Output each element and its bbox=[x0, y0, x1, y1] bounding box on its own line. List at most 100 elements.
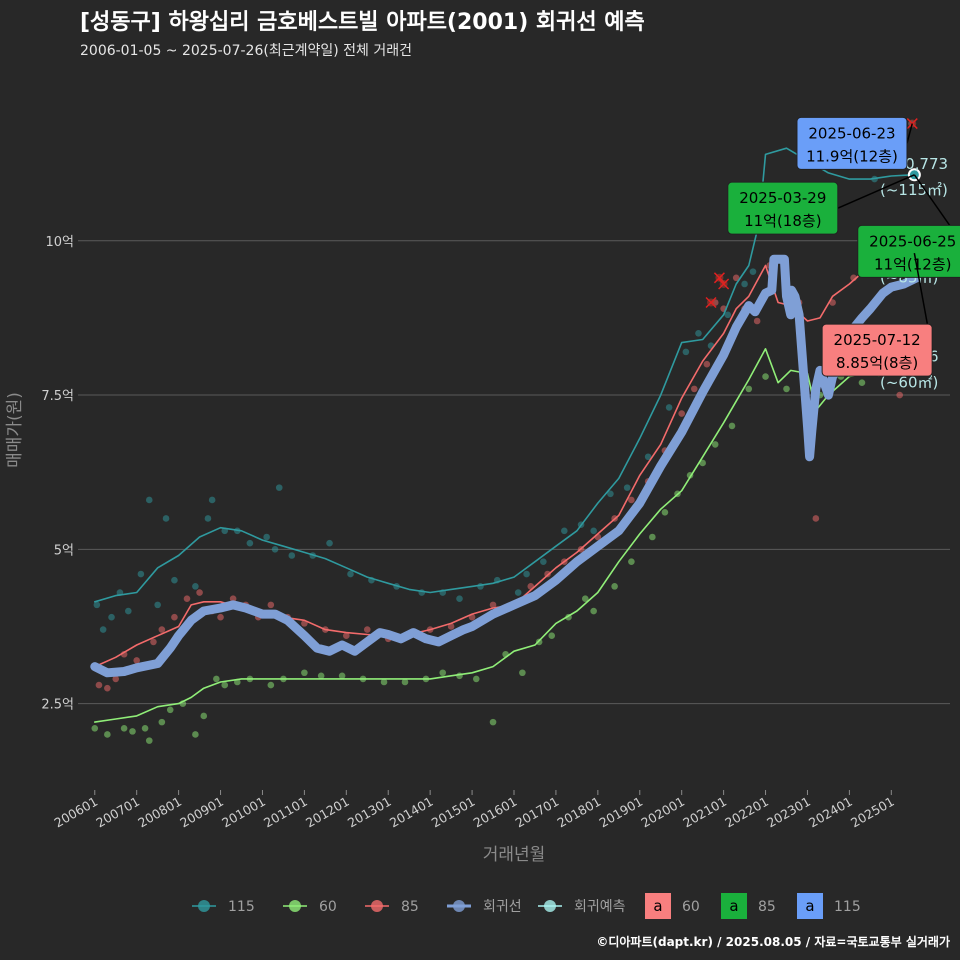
scatter-point-s85 bbox=[217, 613, 224, 621]
scatter-point-s115 bbox=[523, 570, 530, 578]
scatter-point-s85 bbox=[112, 675, 120, 683]
scatter-point-s115 bbox=[749, 268, 757, 275]
scatter-point-s115 bbox=[125, 607, 132, 615]
callout-price: 8.85억(8층) bbox=[836, 354, 918, 372]
scatter-point-s115 bbox=[607, 490, 614, 498]
callout-price: 11억(12층) bbox=[874, 255, 951, 273]
scatter-point-s85 bbox=[447, 623, 455, 630]
legend-box-label: 60 bbox=[682, 899, 700, 915]
x-tick-label: 201101 bbox=[261, 794, 310, 831]
scatter-point-s60 bbox=[192, 731, 199, 738]
credit-line: ©디아파트(dapt.kr) / 2025.08.05 / 자료=국토교통부 실… bbox=[596, 935, 950, 949]
callout-box bbox=[796, 116, 908, 170]
scatter-point-s60 bbox=[380, 678, 388, 686]
scatter-point-s60 bbox=[317, 672, 325, 680]
scatter-point-s115 bbox=[275, 484, 283, 491]
scatter-point-s115 bbox=[263, 533, 270, 541]
scatter-point-s115 bbox=[192, 583, 199, 590]
scatter-point-s115 bbox=[741, 280, 748, 288]
scatter-point-s115 bbox=[695, 330, 702, 337]
x-tick-label: 201401 bbox=[387, 794, 436, 831]
scatter-point-s85 bbox=[812, 515, 820, 522]
legend-swatch-s115 bbox=[198, 900, 210, 912]
scatter-point-s60 bbox=[221, 681, 229, 689]
legend-swatch-reg bbox=[453, 900, 465, 912]
scatter-point-s85 bbox=[95, 681, 103, 689]
scatter-point-s60 bbox=[145, 737, 153, 744]
scatter-point-s115 bbox=[682, 348, 690, 356]
legend-label-s60: 60 bbox=[319, 899, 337, 915]
scatter-point-s60 bbox=[104, 731, 111, 738]
scatter-point-s115 bbox=[93, 601, 101, 609]
scatter-point-s115 bbox=[171, 576, 178, 584]
end-area-label: (~60㎡) bbox=[880, 373, 938, 391]
scatter-point-s115 bbox=[514, 589, 522, 596]
x-tick-label: 202001 bbox=[638, 794, 687, 831]
grid-lines bbox=[78, 240, 950, 705]
scatter-point-s85 bbox=[158, 626, 166, 633]
chart-subtitle: 2006-01-05 ~ 2025-07-26(최근계약일) 전체 거래건 bbox=[80, 43, 412, 59]
scatter-point-s60 bbox=[166, 706, 174, 714]
scatter-point-s85 bbox=[690, 385, 698, 393]
callouts: 2025-06-23 11.9억(12층) 2025-03-29 11억(18층) 20… bbox=[727, 116, 960, 377]
callout-leader bbox=[906, 123, 913, 144]
scatter-point-s85 bbox=[133, 657, 140, 664]
scatter-point-s115 bbox=[456, 595, 463, 603]
scatter-point-s60 bbox=[728, 422, 736, 430]
scatter-point-s115 bbox=[644, 453, 652, 461]
scatter-point-s85 bbox=[104, 684, 111, 692]
scatter-point-s60 bbox=[401, 678, 409, 686]
scatter-point-s115 bbox=[108, 613, 115, 621]
legend-box-glyph: a bbox=[805, 897, 814, 915]
series-line-s115 bbox=[94, 147, 914, 603]
x-tick-label: 202101 bbox=[680, 794, 729, 831]
scatter-point-s60 bbox=[783, 385, 790, 393]
y-tick-label: 2.5억 bbox=[41, 698, 74, 713]
scatter-point-s85 bbox=[896, 391, 903, 399]
scatter-point-s60 bbox=[129, 728, 136, 735]
scatter-point-s60 bbox=[91, 724, 99, 732]
legend-swatch-pred bbox=[544, 900, 556, 912]
scatter-point-s85 bbox=[829, 299, 836, 306]
y-axis: 2.5억 5억 7.5억 10억 bbox=[41, 235, 74, 713]
scatter-point-s60 bbox=[141, 724, 149, 732]
scatter-point-s115 bbox=[162, 515, 170, 522]
outlier-cross bbox=[718, 278, 730, 290]
regression-line bbox=[90, 254, 921, 678]
series-lines bbox=[90, 147, 921, 723]
scatter-point-s115 bbox=[288, 552, 296, 559]
callout-box bbox=[727, 181, 839, 235]
y-axis-title: 매매가(원) bbox=[5, 392, 25, 468]
scatter-point-s85 bbox=[703, 360, 711, 368]
scatter-point-s85 bbox=[229, 595, 237, 603]
scatter-point-s85 bbox=[183, 595, 191, 603]
scatter-point-s115 bbox=[347, 570, 354, 578]
legend-box-box60 bbox=[645, 893, 671, 919]
legend-box-glyph: a bbox=[653, 897, 662, 915]
x-tick-label: 201301 bbox=[345, 794, 394, 831]
scatter-point-s85 bbox=[732, 274, 740, 282]
callout-date: 2025-07-12 bbox=[834, 331, 921, 349]
scatter-point-s60 bbox=[611, 583, 618, 590]
scatter-point-s60 bbox=[548, 632, 556, 640]
x-tick-label: 201501 bbox=[429, 794, 478, 831]
callout-price: 11.9억(12층) bbox=[806, 147, 898, 165]
x-axis-title: 거래년월 bbox=[483, 845, 546, 865]
scatter-point-s60 bbox=[661, 509, 669, 516]
x-tick-label: 201701 bbox=[513, 794, 562, 831]
scatter-point-s85 bbox=[171, 613, 178, 621]
y-tick-label: 7.5억 bbox=[41, 389, 74, 404]
legend-label-s85: 85 bbox=[401, 899, 419, 915]
scatter-point-s60 bbox=[519, 669, 526, 677]
scatter-point-s85 bbox=[267, 601, 275, 609]
callout-price: 11억(18층) bbox=[744, 212, 821, 230]
scatter-point-s115 bbox=[204, 515, 212, 522]
legend-label-reg: 회귀선 bbox=[483, 899, 522, 915]
x-tick-label: 200601 bbox=[51, 794, 100, 831]
scatter-point-s60 bbox=[213, 675, 220, 683]
scatter-point-s115 bbox=[271, 546, 279, 553]
scatter-point-s60 bbox=[267, 681, 275, 689]
legend-label-s115: 115 bbox=[228, 899, 255, 915]
legend-box-label: 115 bbox=[834, 899, 861, 915]
callout-date: 2025-06-25 bbox=[869, 232, 956, 250]
